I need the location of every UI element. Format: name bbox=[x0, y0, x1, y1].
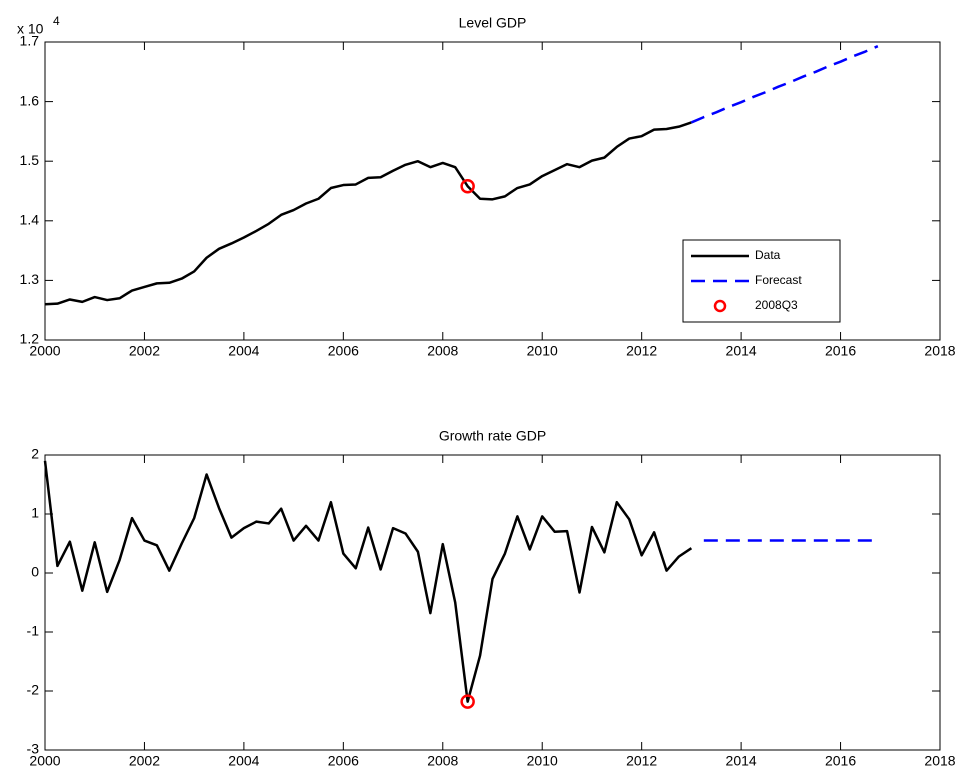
x-tick-label: 2016 bbox=[825, 343, 856, 359]
y-multiplier-exponent: 4 bbox=[53, 14, 60, 28]
y-multiplier: x 10 bbox=[17, 21, 44, 37]
legend-marker bbox=[713, 299, 727, 313]
x-tick-label: 2002 bbox=[129, 753, 160, 769]
y-tick-label: 0 bbox=[31, 564, 39, 580]
chart-title: Growth rate GDP bbox=[439, 428, 546, 444]
marker bbox=[460, 178, 475, 194]
x-tick-label: 2000 bbox=[29, 753, 60, 769]
y-tick-label: 1.2 bbox=[20, 331, 40, 347]
x-tick-label: 2016 bbox=[825, 753, 856, 769]
x-tick-label: 2004 bbox=[228, 753, 259, 769]
marker bbox=[460, 694, 475, 709]
legend-box bbox=[682, 239, 841, 323]
x-tick-label: 2000 bbox=[29, 343, 60, 359]
y-tick-label: -1 bbox=[27, 623, 40, 639]
y-tick-label: 2 bbox=[31, 446, 39, 462]
y-tick-label: 1.7 bbox=[20, 33, 40, 49]
x-tick-label: 2014 bbox=[726, 343, 757, 359]
x-tick-label: 2012 bbox=[626, 753, 657, 769]
legend-label: Data bbox=[755, 248, 781, 262]
y-tick-label: 1.4 bbox=[20, 212, 40, 228]
x-tick-label: 2012 bbox=[626, 343, 657, 359]
x-tick-label: 2006 bbox=[328, 343, 359, 359]
y-tick-label: 1.6 bbox=[20, 92, 40, 108]
x-tick-label: 2018 bbox=[924, 753, 955, 769]
x-tick-label: 2018 bbox=[924, 343, 955, 359]
y-tick-label: 1.3 bbox=[20, 271, 40, 287]
x-tick-label: 2014 bbox=[726, 753, 757, 769]
axes-box bbox=[44, 41, 941, 341]
series-line bbox=[43, 460, 693, 703]
axes-box bbox=[44, 454, 941, 751]
y-tick-label: -3 bbox=[27, 741, 40, 757]
y-tick-label: -2 bbox=[27, 682, 40, 698]
x-tick-label: 2008 bbox=[427, 753, 458, 769]
x-tick-label: 2002 bbox=[129, 343, 160, 359]
y-tick-label: 1 bbox=[31, 505, 39, 521]
x-tick-label: 2008 bbox=[427, 343, 458, 359]
series-line bbox=[690, 45, 879, 124]
legend-label: 2008Q3 bbox=[755, 298, 798, 312]
x-tick-label: 2010 bbox=[527, 343, 558, 359]
x-tick-label: 2010 bbox=[527, 753, 558, 769]
series-line bbox=[44, 121, 692, 306]
legend-label: Forecast bbox=[755, 273, 802, 287]
x-tick-label: 2006 bbox=[328, 753, 359, 769]
x-tick-label: 2004 bbox=[228, 343, 259, 359]
y-tick-label: 1.5 bbox=[20, 152, 40, 168]
chart-title: Level GDP bbox=[459, 15, 527, 31]
